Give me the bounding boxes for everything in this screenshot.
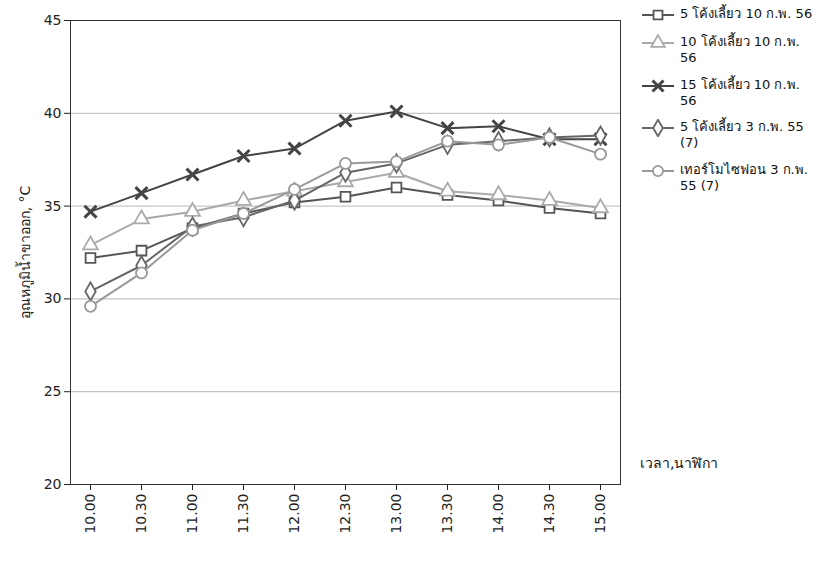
html-text:5 โค้งเลี้ยว 10 ก.พ. 56: 5 โค้งเลี้ยว 10 ก.พ. 56 bbox=[680, 6, 813, 21]
svg-text:14.00: 14.00 bbox=[490, 494, 506, 534]
svg-text:30: 30 bbox=[44, 290, 62, 306]
svg-text:10.30: 10.30 bbox=[133, 494, 149, 534]
svg-text:13.00: 13.00 bbox=[388, 494, 404, 534]
svg-text:13.30: 13.30 bbox=[439, 494, 455, 534]
html-text:15 โค้งเลี้ยว 10 ก.พ. 56: 15 โค้งเลี้ยว 10 ก.พ. 56 bbox=[680, 76, 800, 108]
svg-text:35: 35 bbox=[44, 198, 62, 214]
svg-text:15.00: 15.00 bbox=[592, 494, 608, 534]
html-text:เทอร์โมไซฟอน 3 ก.พ. 55 (7): เทอร์โมไซฟอน 3 ก.พ. 55 (7) bbox=[680, 161, 808, 193]
html-text:10 โค้งเลี้ยว 10 ก.พ. 56: 10 โค้งเลี้ยว 10 ก.พ. 56 bbox=[680, 34, 800, 66]
svg-text:45: 45 bbox=[44, 12, 62, 28]
svg-text:11.00: 11.00 bbox=[184, 494, 200, 534]
svg-text:25: 25 bbox=[44, 383, 62, 399]
svg-text:10.00: 10.00 bbox=[82, 494, 98, 534]
svg-text:20: 20 bbox=[44, 476, 62, 492]
svg-text:12.00: 12.00 bbox=[286, 494, 302, 534]
html-text:เวลา,นาฬิกา: เวลา,นาฬิกา bbox=[640, 455, 719, 471]
svg-text:40: 40 bbox=[44, 105, 62, 121]
html-text:5 โค้งเลี้ยว 3 ก.พ. 55 (7): 5 โค้งเลี้ยว 3 ก.พ. 55 (7) bbox=[680, 119, 804, 151]
svg-text:อุณหภูมิน้ำขาออก, °C: อุณหภูมิน้ำขาออก, °C bbox=[15, 185, 34, 319]
svg-text:14.30: 14.30 bbox=[541, 494, 557, 534]
svg-text:12.30: 12.30 bbox=[337, 494, 353, 534]
svg-text:11.30: 11.30 bbox=[235, 494, 251, 534]
